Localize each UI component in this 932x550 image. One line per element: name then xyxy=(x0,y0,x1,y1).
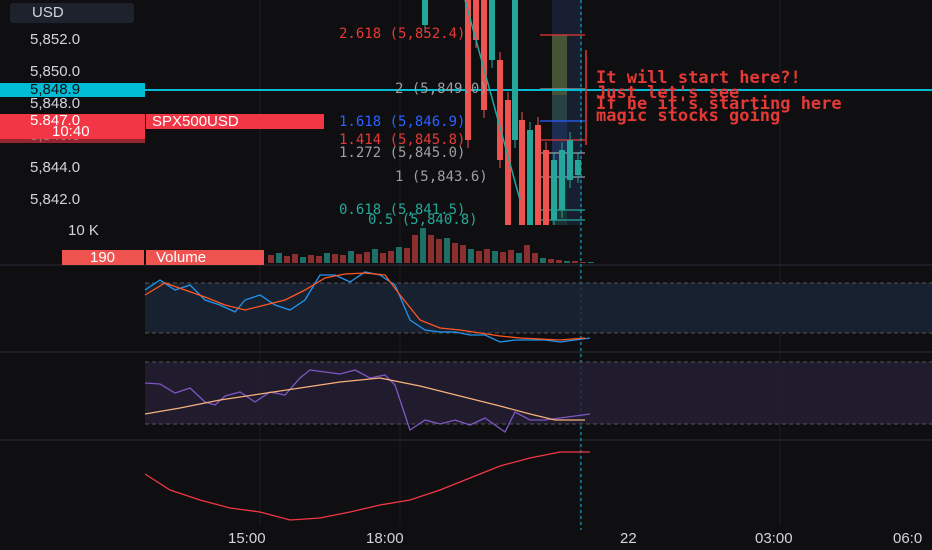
volume-bar xyxy=(308,255,314,263)
volume-bar xyxy=(380,253,386,263)
price-tick: 5,848.0 xyxy=(30,95,81,112)
volume-bar xyxy=(324,253,330,263)
candle-body xyxy=(497,60,503,160)
volume-scale-label: 10 K xyxy=(68,222,99,239)
symbol-tag[interactable]: SPX500USD xyxy=(146,114,324,129)
volume-bar xyxy=(284,256,290,263)
fib-level-label: 1.272 (5,845.0) xyxy=(339,145,466,161)
volume-bar xyxy=(292,254,298,263)
candle-body xyxy=(575,160,581,175)
oscillator-line xyxy=(144,451,590,521)
price-tick: 5,852.0 xyxy=(30,31,81,48)
volume-bar xyxy=(540,258,546,263)
oscillator-line xyxy=(144,377,585,421)
annotation-text[interactable]: It will start here?! xyxy=(596,68,801,88)
volume-bar xyxy=(436,239,442,263)
volume-bar xyxy=(276,253,282,263)
volume-bar xyxy=(300,257,306,263)
volume-bar xyxy=(572,261,578,263)
volume-bar xyxy=(316,256,322,263)
price-tick: 5,844.0 xyxy=(30,159,81,176)
fib-level-label: 0.5 (5,840.8) xyxy=(368,212,478,228)
fib-level-label: 1 (5,843.6) xyxy=(395,169,488,185)
volume-bar xyxy=(508,250,514,263)
volume-bar xyxy=(372,249,378,263)
volume-bar xyxy=(420,228,426,263)
fib-level-label: 1.414 (5,845.8) xyxy=(339,132,466,148)
volume-bar xyxy=(484,249,490,263)
volume-label-badge: Volume xyxy=(146,250,264,265)
time-axis-tick: 18:00 xyxy=(366,530,404,547)
candle-body xyxy=(481,0,487,110)
fib-level-label: 2.618 (5,852.4) xyxy=(339,26,466,42)
volume-bar xyxy=(524,245,530,263)
annotation-text[interactable]: Just let's see xyxy=(596,83,740,103)
fib-level-label: 2 (5,849.0) xyxy=(395,81,488,97)
volume-bar xyxy=(468,249,474,263)
candle-body xyxy=(527,130,533,225)
volume-bar xyxy=(412,235,418,263)
volume-bar xyxy=(388,251,394,263)
fib-level-label: 0.618 (5,841.5) xyxy=(339,202,466,218)
time-axis-tick: 06:0 xyxy=(893,530,923,547)
candle-body xyxy=(567,140,573,180)
volume-bar xyxy=(460,245,466,263)
oscillator-line xyxy=(144,272,586,341)
annotation-text[interactable]: magic stocks going xyxy=(596,106,781,126)
volume-bar xyxy=(516,253,522,263)
volume-value-badge: 190 xyxy=(62,250,144,265)
annotation-text[interactable]: If he it's starting here xyxy=(596,94,842,114)
candle-body xyxy=(519,120,525,225)
oscillator-line xyxy=(144,369,591,433)
fib-zone xyxy=(552,95,567,120)
price-tick: 5,850.0 xyxy=(30,63,81,80)
volume-bar xyxy=(268,255,274,263)
volume-bar xyxy=(588,262,594,263)
volume-bar xyxy=(348,251,354,263)
volume-bar xyxy=(356,254,362,263)
candle-body xyxy=(512,0,518,140)
candle-body xyxy=(473,0,479,40)
volume-bar xyxy=(548,259,554,263)
volume-bar xyxy=(532,253,538,263)
volume-bar xyxy=(452,243,458,263)
candle-body xyxy=(559,150,565,210)
trend-line xyxy=(464,0,521,201)
volume-bar xyxy=(476,251,482,263)
currency-label: USD xyxy=(10,3,134,23)
current-price-tag: 5,848.9 xyxy=(0,82,145,97)
oscillator-line xyxy=(144,271,591,343)
osc-band xyxy=(145,283,932,333)
time-axis-tick: 15:00 xyxy=(228,530,266,547)
volume-bar xyxy=(428,235,434,263)
volume-bar xyxy=(396,247,402,263)
volume-bar xyxy=(564,261,570,263)
volume-bar xyxy=(404,248,410,263)
price-tick: 5,842.0 xyxy=(30,191,81,208)
volume-bar xyxy=(364,252,370,263)
volume-bar xyxy=(340,255,346,263)
fib-zone xyxy=(552,35,567,95)
volume-bar xyxy=(492,251,498,263)
candle-body xyxy=(551,160,557,220)
candle-body xyxy=(422,0,428,25)
volume-bar xyxy=(444,238,450,263)
candle-body xyxy=(465,0,471,140)
time-axis-tick: 22 xyxy=(620,530,637,547)
candle-body xyxy=(535,125,541,225)
volume-bar xyxy=(500,252,506,263)
volume-bar xyxy=(332,254,338,263)
countdown-tag: 10:40 xyxy=(0,124,145,139)
candle-body xyxy=(505,100,511,225)
time-axis-tick: 03:00 xyxy=(755,530,793,547)
volume-bar xyxy=(580,262,586,263)
candle-body xyxy=(543,150,549,225)
volume-bar xyxy=(556,260,562,263)
last-price-tag: 5,847.0 xyxy=(0,113,145,128)
fib-level-label: 1.618 (5,846.9) xyxy=(339,114,466,130)
candle-body xyxy=(489,0,495,60)
